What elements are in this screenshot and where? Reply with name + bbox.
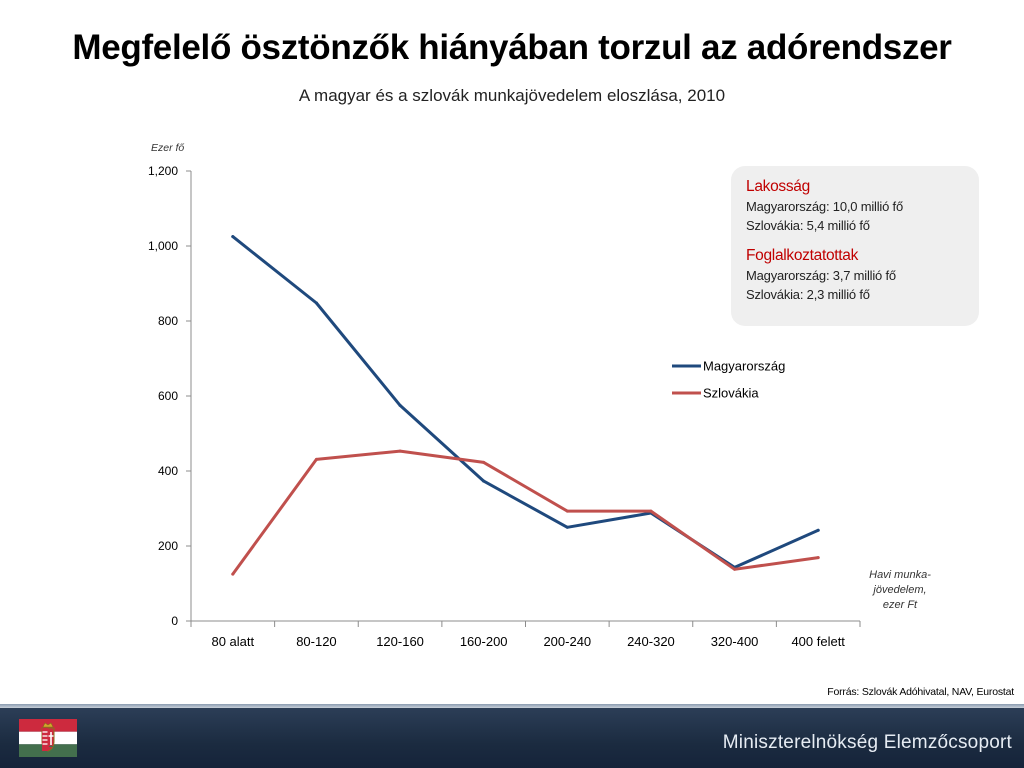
- y-axis-unit-label: Ezer fő: [151, 142, 184, 154]
- data-point: [816, 556, 820, 560]
- info-line-hu-population: Magyarország: 10,0 millió fő: [746, 199, 903, 214]
- data-point: [314, 301, 318, 305]
- x-tick-label: 80 alatt: [211, 634, 254, 649]
- footer-divider: [0, 704, 1024, 708]
- chart-series: [231, 235, 820, 576]
- info-heading-population: Lakosság: [746, 178, 810, 195]
- data-point: [482, 479, 486, 483]
- x-tick-label: 160-200: [460, 634, 508, 649]
- info-line-hu-employed: Magyarország: 3,7 millió fő: [746, 268, 896, 283]
- x-tick-label: 320-400: [711, 634, 759, 649]
- y-tick-label: 0: [171, 614, 178, 628]
- info-line-sk-employed: Szlovákia: 2,3 millió fő: [746, 287, 870, 302]
- data-point: [231, 572, 235, 576]
- data-point: [398, 449, 402, 453]
- legend-label: Szlovákia: [703, 386, 759, 401]
- x-tick-label: 80-120: [296, 634, 336, 649]
- y-tick-label: 1,200: [148, 164, 178, 178]
- footer-bar: Miniszterelnökség Elemzőcsoport: [0, 708, 1024, 768]
- data-point: [482, 460, 486, 464]
- data-point: [565, 509, 569, 513]
- x-tick-label: 400 felett: [791, 634, 845, 649]
- data-point: [314, 457, 318, 461]
- y-tick-label: 800: [158, 314, 178, 328]
- source-note: Forrás: Szlovák Adóhivatal, NAV, Eurosta…: [827, 686, 1014, 698]
- data-point: [649, 509, 653, 513]
- x-note-line-3: ezer Ft: [882, 599, 918, 611]
- info-line-sk-population: Szlovákia: 5,4 millió fő: [746, 218, 870, 233]
- data-point: [231, 235, 235, 239]
- legend-label: Magyarország: [703, 359, 785, 374]
- hungary-flag-icon: [19, 719, 77, 757]
- x-note-line-2: jövedelem,: [873, 584, 927, 596]
- y-tick-label: 200: [158, 539, 178, 553]
- y-tick-label: 600: [158, 389, 178, 403]
- info-heading-employed: Foglalkoztatottak: [746, 247, 859, 264]
- chart-axes: 0 200 400 600 800 1,000 1,200 Ezer fő 80 alatt 80…: [148, 142, 861, 649]
- organization-name: Miniszterelnökség Elemzőcsoport: [722, 732, 1012, 753]
- x-tick-label: 200-240: [543, 634, 591, 649]
- chart-subtitle: A magyar és a szlovák munkajövedelem elo…: [298, 86, 726, 105]
- x-axis-unit-note: Havi munka- jövedelem, ezer Ft: [848, 568, 952, 613]
- x-tick-label: 120-160: [376, 634, 424, 649]
- data-point: [733, 567, 737, 571]
- chart-legend: Magyarország Szlovákia: [672, 359, 785, 401]
- line-chart: 0 200 400 600 800 1,000 1,200 Ezer fő 80 alatt 80…: [148, 142, 861, 649]
- data-point: [398, 403, 402, 407]
- population-info-box: Lakosság Magyarország: 10,0 millió fő Sz…: [731, 166, 979, 326]
- series-line-slovakia: [231, 449, 820, 576]
- page-title: Megfelelő ösztönzők hiányában torzul az …: [72, 28, 952, 67]
- data-point: [565, 525, 569, 529]
- data-point: [816, 528, 820, 532]
- x-note-line-1: Havi munka-: [869, 569, 931, 581]
- y-tick-label: 1,000: [148, 239, 178, 253]
- y-tick-label: 400: [158, 464, 178, 478]
- x-tick-label: 240-320: [627, 634, 675, 649]
